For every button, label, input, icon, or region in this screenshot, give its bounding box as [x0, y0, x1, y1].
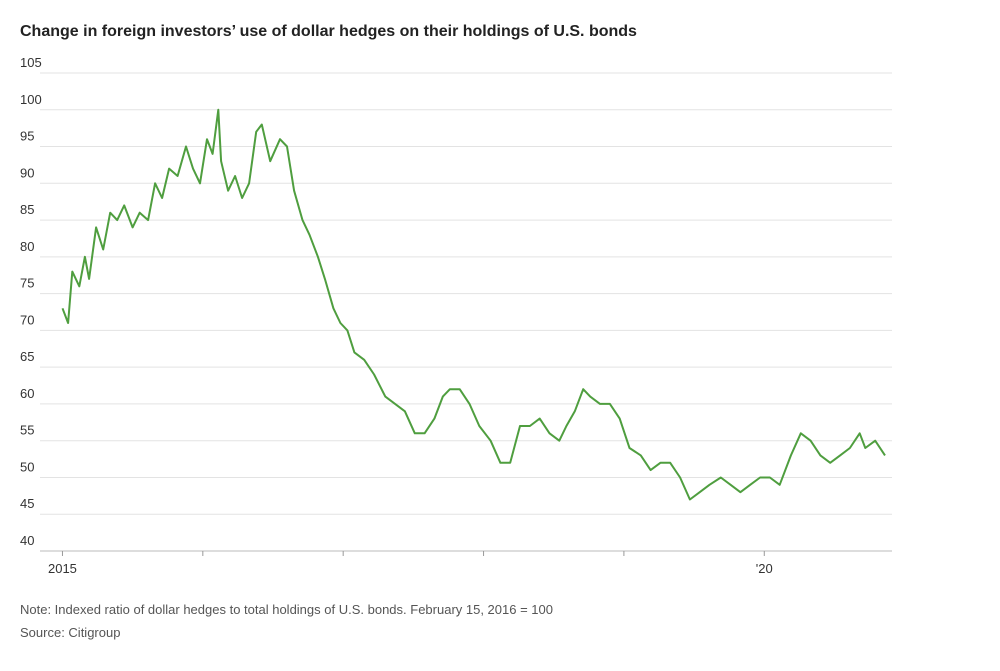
y-tick-label: 65 — [20, 349, 34, 364]
data-line — [61, 108, 886, 501]
y-tick-label: 85 — [20, 202, 34, 217]
note: Note: Indexed ratio of dollar hedges to … — [20, 602, 553, 617]
y-tick-label: 80 — [20, 239, 34, 254]
y-tick-label: 55 — [20, 423, 34, 438]
y-tick-label: 105 — [20, 55, 42, 70]
y-tick-label: 100 — [20, 92, 42, 107]
y-tick-label: 40 — [20, 533, 34, 548]
x-tick-label: '20 — [756, 561, 773, 576]
source: Source: Citigroup — [20, 625, 120, 640]
y-tick-label: 75 — [20, 276, 34, 291]
chart-title: Change in foreign investors’ use of doll… — [20, 23, 637, 40]
x-tick-label: 2015 — [48, 561, 77, 576]
y-tick-label: 70 — [20, 312, 34, 327]
y-tick-label: 45 — [20, 496, 34, 511]
y-tick-label: 95 — [20, 129, 34, 144]
y-tick-label: 90 — [20, 165, 34, 180]
y-tick-label: 50 — [20, 459, 34, 474]
y-tick-label: 60 — [20, 386, 34, 401]
